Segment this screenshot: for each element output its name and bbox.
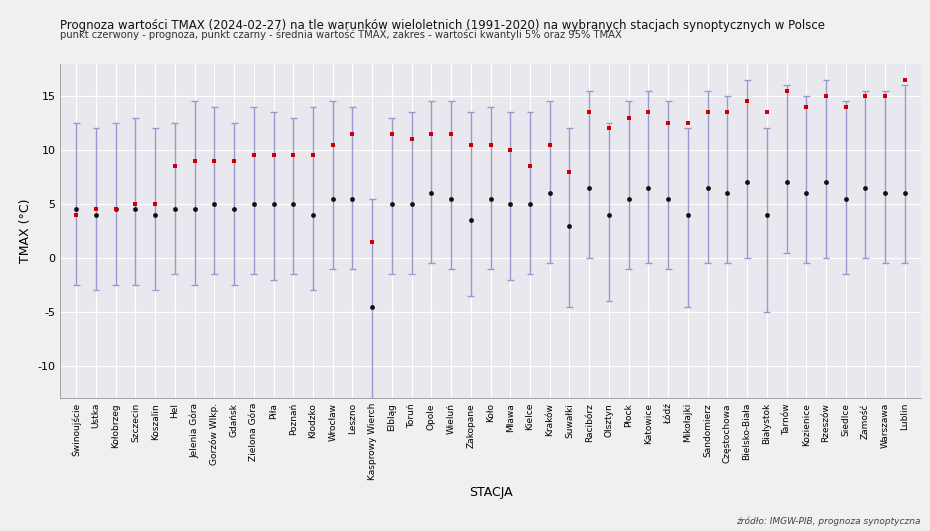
Point	[602, 124, 617, 133]
Point	[444, 130, 458, 138]
Point	[897, 189, 912, 198]
Point	[326, 194, 340, 203]
Point	[69, 211, 84, 219]
Point	[858, 184, 873, 192]
Point	[681, 119, 696, 127]
Point	[128, 205, 143, 213]
Point	[384, 200, 399, 208]
Point	[641, 108, 656, 116]
Point	[227, 205, 242, 213]
Point	[720, 108, 735, 116]
Point	[365, 302, 379, 311]
Point	[286, 151, 300, 160]
Point	[760, 211, 775, 219]
Point	[405, 135, 419, 143]
Text: punkt czerwony - prognoza, punkt czarny - średnia wartość TMAX, zakres - wartośc: punkt czerwony - prognoza, punkt czarny …	[60, 29, 622, 40]
Point	[681, 211, 696, 219]
Point	[246, 151, 261, 160]
Point	[326, 140, 340, 149]
Point	[424, 130, 439, 138]
Point	[582, 184, 597, 192]
Point	[799, 102, 814, 111]
Point	[187, 205, 202, 213]
Point	[128, 200, 143, 208]
Point	[345, 130, 360, 138]
Point	[167, 162, 182, 170]
Point	[779, 178, 794, 187]
Point	[206, 200, 221, 208]
Point	[306, 211, 321, 219]
Point	[562, 221, 577, 230]
Point	[621, 194, 636, 203]
Point	[739, 97, 754, 106]
Point	[384, 130, 399, 138]
Point	[818, 92, 833, 100]
Point	[108, 205, 123, 213]
Point	[266, 151, 281, 160]
Point	[660, 119, 675, 127]
Point	[444, 194, 458, 203]
Point	[227, 157, 242, 165]
Point	[700, 108, 715, 116]
Point	[405, 200, 419, 208]
Point	[206, 157, 221, 165]
Point	[484, 194, 498, 203]
Point	[148, 200, 163, 208]
Point	[503, 200, 518, 208]
Point	[463, 140, 478, 149]
Point	[858, 92, 873, 100]
Point	[878, 189, 893, 198]
Point	[641, 184, 656, 192]
Point	[187, 157, 202, 165]
Point	[700, 184, 715, 192]
Point	[345, 194, 360, 203]
Point	[424, 189, 439, 198]
Point	[562, 167, 577, 176]
Point	[523, 200, 538, 208]
Point	[799, 189, 814, 198]
Point	[523, 162, 538, 170]
Point	[818, 178, 833, 187]
Point	[838, 102, 853, 111]
Point	[266, 200, 281, 208]
Point	[148, 211, 163, 219]
Point	[760, 108, 775, 116]
Point	[108, 205, 123, 213]
Point	[88, 211, 103, 219]
Point	[542, 140, 557, 149]
Point	[621, 114, 636, 122]
Point	[838, 194, 853, 203]
Point	[463, 216, 478, 225]
Point	[897, 75, 912, 84]
Text: Prognoza wartości TMAX (2024-02-27) na tle warunków wieloletnich (1991-2020) na : Prognoza wartości TMAX (2024-02-27) na t…	[60, 19, 826, 31]
Point	[503, 146, 518, 155]
Point	[779, 87, 794, 95]
Point	[582, 108, 597, 116]
Point	[69, 205, 84, 213]
Point	[878, 92, 893, 100]
Point	[720, 189, 735, 198]
Point	[660, 194, 675, 203]
Point	[306, 151, 321, 160]
Point	[484, 140, 498, 149]
Point	[602, 211, 617, 219]
Point	[739, 178, 754, 187]
Point	[167, 205, 182, 213]
Point	[246, 200, 261, 208]
X-axis label: STACJA: STACJA	[469, 486, 512, 499]
Point	[365, 237, 379, 246]
Text: źródło: IMGW-PIB, prognoza synoptyczna: źródło: IMGW-PIB, prognoza synoptyczna	[737, 516, 921, 526]
Point	[88, 205, 103, 213]
Point	[286, 200, 300, 208]
Y-axis label: TMAX (°C): TMAX (°C)	[19, 199, 32, 263]
Point	[542, 189, 557, 198]
